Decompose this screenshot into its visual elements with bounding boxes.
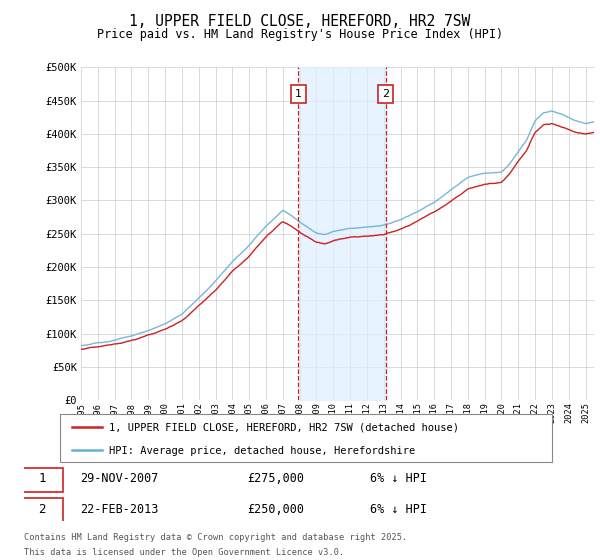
- Text: £275,000: £275,000: [247, 472, 304, 486]
- Text: 6% ↓ HPI: 6% ↓ HPI: [370, 503, 427, 516]
- FancyBboxPatch shape: [21, 468, 63, 492]
- Text: 1: 1: [295, 89, 302, 99]
- Text: 29-NOV-2007: 29-NOV-2007: [80, 472, 158, 486]
- Text: HPI: Average price, detached house, Herefordshire: HPI: Average price, detached house, Here…: [109, 446, 415, 456]
- Text: £250,000: £250,000: [247, 503, 304, 516]
- Text: 1: 1: [38, 472, 46, 486]
- Text: 6% ↓ HPI: 6% ↓ HPI: [370, 472, 427, 486]
- FancyBboxPatch shape: [60, 414, 552, 462]
- Text: 1, UPPER FIELD CLOSE, HEREFORD, HR2 7SW (detached house): 1, UPPER FIELD CLOSE, HEREFORD, HR2 7SW …: [109, 423, 459, 433]
- Text: Contains HM Land Registry data © Crown copyright and database right 2025.: Contains HM Land Registry data © Crown c…: [24, 533, 407, 542]
- Text: This data is licensed under the Open Government Licence v3.0.: This data is licensed under the Open Gov…: [24, 548, 344, 557]
- Text: 22-FEB-2013: 22-FEB-2013: [80, 503, 158, 516]
- Text: 1, UPPER FIELD CLOSE, HEREFORD, HR2 7SW: 1, UPPER FIELD CLOSE, HEREFORD, HR2 7SW: [130, 14, 470, 29]
- FancyBboxPatch shape: [21, 498, 63, 523]
- Text: Price paid vs. HM Land Registry's House Price Index (HPI): Price paid vs. HM Land Registry's House …: [97, 28, 503, 41]
- Text: 2: 2: [382, 89, 389, 99]
- Text: 2: 2: [38, 503, 46, 516]
